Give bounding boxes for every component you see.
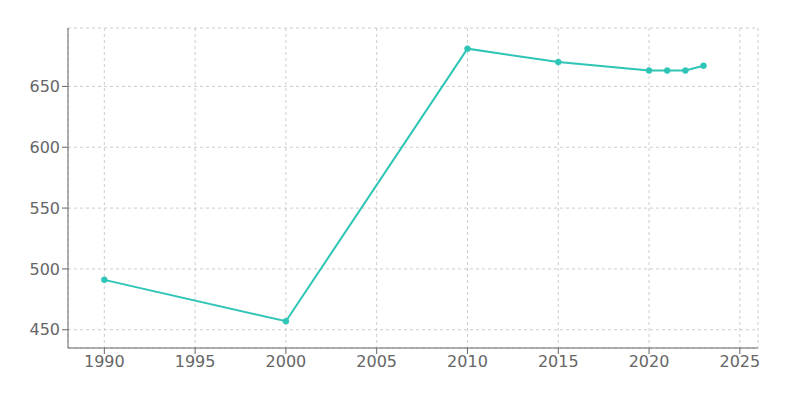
- svg-text:2005: 2005: [356, 352, 397, 371]
- svg-text:1995: 1995: [175, 352, 216, 371]
- svg-text:2025: 2025: [719, 352, 760, 371]
- svg-text:2000: 2000: [266, 352, 307, 371]
- svg-text:2010: 2010: [447, 352, 488, 371]
- svg-text:2020: 2020: [629, 352, 670, 371]
- svg-text:600: 600: [29, 138, 60, 157]
- svg-text:500: 500: [29, 260, 60, 279]
- svg-text:2015: 2015: [538, 352, 579, 371]
- svg-text:1990: 1990: [84, 352, 125, 371]
- svg-text:550: 550: [29, 199, 60, 218]
- svg-text:650: 650: [29, 77, 60, 96]
- svg-text:450: 450: [29, 320, 60, 339]
